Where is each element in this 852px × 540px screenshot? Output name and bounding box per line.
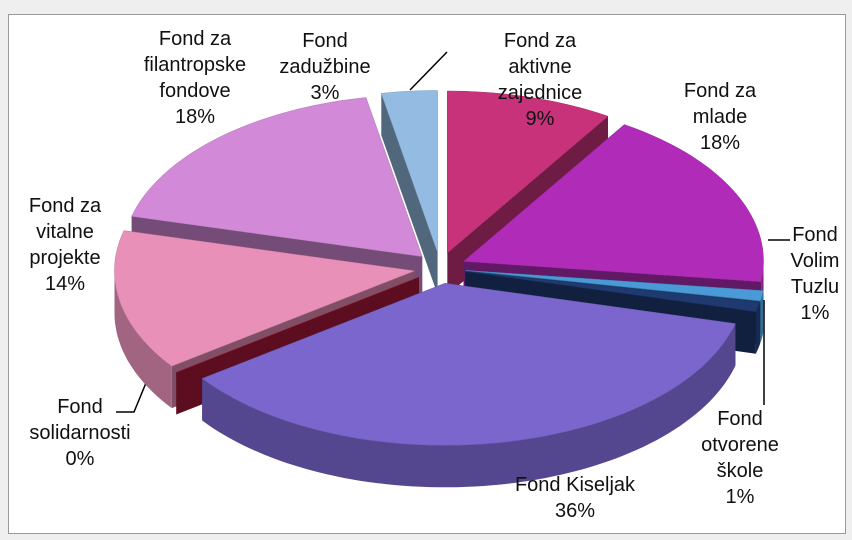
slice-label: Fond za filantropske fondove 18% bbox=[115, 26, 275, 130]
slice bbox=[176, 276, 420, 373]
value-label: 0% bbox=[65, 448, 95, 470]
slice bbox=[465, 270, 764, 302]
slice-label: Fond solidarnosti 0% bbox=[10, 394, 150, 472]
slice-label: Fond otvorene škole 1% bbox=[685, 406, 795, 510]
slice-label: Fond za mlade 18% bbox=[665, 78, 775, 156]
slice bbox=[465, 271, 761, 312]
slice-side bbox=[202, 323, 736, 488]
value-label: 1% bbox=[800, 302, 830, 324]
slice-side bbox=[755, 301, 761, 354]
slice-label: Fond zadužbine 3% bbox=[270, 28, 380, 106]
slice-side bbox=[760, 290, 764, 343]
value-label: 9% bbox=[525, 108, 555, 130]
category-label: Fond zadužbine bbox=[279, 30, 371, 78]
slice-label: Fond za vitalne projekte 14% bbox=[5, 193, 125, 297]
slice bbox=[462, 124, 764, 282]
slice bbox=[114, 230, 416, 367]
slice bbox=[447, 90, 609, 254]
category-label: Fond za vitalne projekte bbox=[28, 195, 102, 269]
value-label: 36% bbox=[554, 500, 596, 522]
category-label: Fond Kiseljak bbox=[514, 474, 636, 496]
category-label: Fond solidarnosti bbox=[29, 396, 131, 444]
value-label: 18% bbox=[174, 106, 216, 128]
slice bbox=[131, 97, 423, 257]
leader-line bbox=[409, 51, 448, 91]
value-label: 14% bbox=[44, 273, 86, 295]
leader-line bbox=[116, 377, 149, 413]
value-label: 18% bbox=[699, 132, 741, 154]
slice-label: Fond za aktivne zajednice 9% bbox=[475, 28, 605, 132]
category-label: Fond Volim Tuzlu bbox=[790, 224, 840, 298]
slice-label: Fond Volim Tuzlu 1% bbox=[780, 222, 850, 326]
slice bbox=[380, 90, 438, 253]
value-label: 1% bbox=[725, 486, 755, 508]
category-label: Fond za mlade bbox=[683, 80, 757, 128]
slice-label: Fond Kiseljak 36% bbox=[465, 472, 685, 524]
slice bbox=[201, 283, 736, 446]
category-label: Fond za filantropske fondove bbox=[143, 28, 247, 102]
value-label: 3% bbox=[310, 82, 340, 104]
slice-wall bbox=[381, 93, 438, 295]
category-label: Fond otvorene škole bbox=[701, 408, 779, 482]
category-label: Fond za aktivne zajednice bbox=[497, 30, 583, 104]
slice-side bbox=[114, 270, 172, 409]
